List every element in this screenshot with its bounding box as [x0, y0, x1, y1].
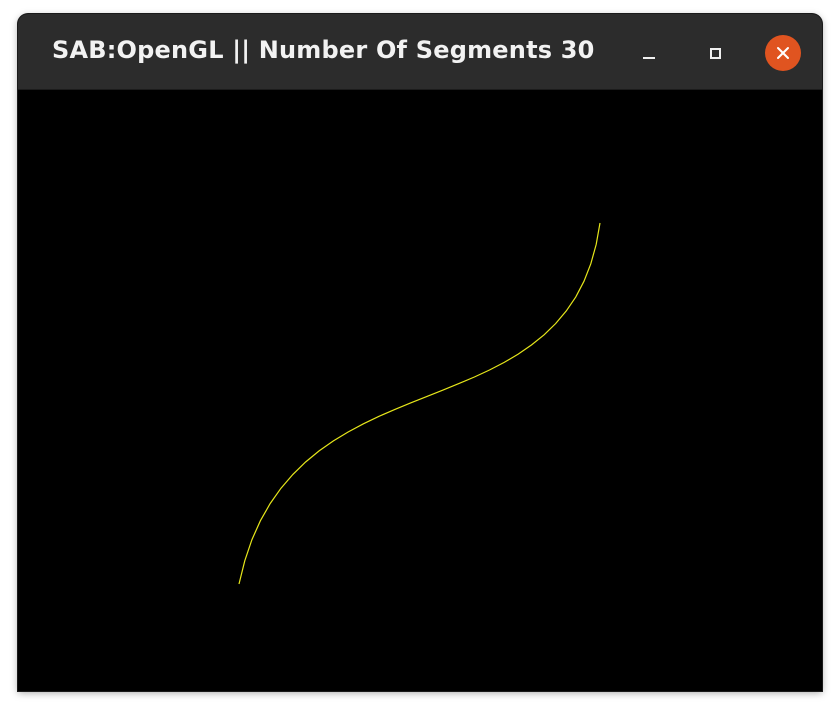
minimize-button[interactable]: [630, 34, 668, 72]
curve-drawing: [238, 222, 601, 585]
maximize-button[interactable]: [696, 34, 734, 72]
app-window: SAB:OpenGL || Number Of Segments 30: [18, 14, 822, 691]
close-icon: [765, 35, 801, 71]
minimize-icon: [643, 57, 655, 59]
title-bar[interactable]: SAB:OpenGL || Number Of Segments 30: [18, 14, 822, 90]
close-button[interactable]: [764, 34, 802, 72]
window-title: SAB:OpenGL || Number Of Segments 30: [52, 36, 595, 64]
maximize-icon: [709, 47, 721, 59]
bezier-curve: [238, 222, 601, 585]
opengl-canvas[interactable]: [18, 90, 822, 691]
